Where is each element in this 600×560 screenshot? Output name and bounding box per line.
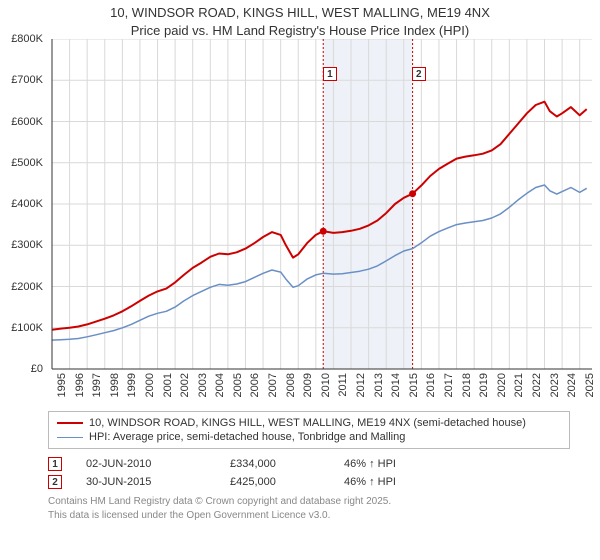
sale-marker-on-chart: 2 xyxy=(412,67,426,81)
legend-item: HPI: Average price, semi-detached house,… xyxy=(57,430,561,444)
x-tick-label: 1999 xyxy=(126,373,138,397)
title-line-1: 10, WINDSOR ROAD, KINGS HILL, WEST MALLI… xyxy=(0,4,600,22)
sale-point xyxy=(320,228,327,235)
sale-point xyxy=(409,190,416,197)
sale-hpi: 46% ↑ HPI xyxy=(344,458,434,470)
legend-swatch xyxy=(57,437,83,438)
y-tick-label: £500K xyxy=(11,157,43,169)
x-tick-label: 2008 xyxy=(285,373,297,397)
legend: 10, WINDSOR ROAD, KINGS HILL, WEST MALLI… xyxy=(48,411,570,449)
x-tick-label: 2021 xyxy=(513,373,525,397)
sale-price: £334,000 xyxy=(230,458,320,470)
x-tick-label: 2014 xyxy=(390,373,402,397)
x-tick-label: 2000 xyxy=(144,373,156,397)
x-tick-label: 1995 xyxy=(56,373,68,397)
x-tick-label: 2015 xyxy=(408,373,420,397)
x-tick-label: 2007 xyxy=(267,373,279,397)
footer-line-1: Contains HM Land Registry data © Crown c… xyxy=(48,495,600,509)
x-tick-label: 2002 xyxy=(179,373,191,397)
x-tick-label: 1998 xyxy=(109,373,121,397)
y-tick-label: £700K xyxy=(11,74,43,86)
sale-date: 30-JUN-2015 xyxy=(86,476,206,488)
sale-row: 2 30-JUN-2015 £425,000 46% ↑ HPI xyxy=(48,473,600,491)
chart-title: 10, WINDSOR ROAD, KINGS HILL, WEST MALLI… xyxy=(0,0,600,39)
legend-label: 10, WINDSOR ROAD, KINGS HILL, WEST MALLI… xyxy=(89,417,526,429)
x-tick-label: 2009 xyxy=(302,373,314,397)
title-line-2: Price paid vs. HM Land Registry's House … xyxy=(0,22,600,40)
x-tick-label: 2004 xyxy=(214,373,226,397)
x-tick-label: 2005 xyxy=(232,373,244,397)
sale-marker-on-chart: 1 xyxy=(323,67,337,81)
x-tick-label: 2003 xyxy=(197,373,209,397)
x-tick-label: 2019 xyxy=(478,373,490,397)
x-tick-label: 2017 xyxy=(443,373,455,397)
y-tick-label: £600K xyxy=(11,116,43,128)
x-tick-label: 2001 xyxy=(162,373,174,397)
sale-price: £425,000 xyxy=(230,476,320,488)
sale-hpi: 46% ↑ HPI xyxy=(344,476,434,488)
x-tick-label: 2016 xyxy=(425,373,437,397)
x-tick-label: 2022 xyxy=(531,373,543,397)
x-tick-label: 2006 xyxy=(249,373,261,397)
sale-row: 1 02-JUN-2010 £334,000 46% ↑ HPI xyxy=(48,455,600,473)
y-tick-label: £400K xyxy=(11,198,43,210)
x-tick-label: 2013 xyxy=(373,373,385,397)
y-tick-label: £200K xyxy=(11,281,43,293)
x-tick-label: 2025 xyxy=(584,373,596,397)
footer: Contains HM Land Registry data © Crown c… xyxy=(48,495,600,522)
chart-svg xyxy=(4,39,600,373)
chart-area: £0£100K£200K£300K£400K£500K£600K£700K£80… xyxy=(4,39,600,405)
y-tick-label: £0 xyxy=(31,363,43,375)
sales-table: 1 02-JUN-2010 £334,000 46% ↑ HPI 2 30-JUN-201… xyxy=(48,455,600,491)
y-tick-label: £800K xyxy=(11,33,43,45)
x-tick-label: 2024 xyxy=(566,373,578,397)
x-tick-label: 2012 xyxy=(355,373,367,397)
sale-date: 02-JUN-2010 xyxy=(86,458,206,470)
x-tick-label: 1997 xyxy=(91,373,103,397)
x-tick-label: 2018 xyxy=(461,373,473,397)
legend-item: 10, WINDSOR ROAD, KINGS HILL, WEST MALLI… xyxy=(57,416,561,430)
x-tick-label: 2010 xyxy=(320,373,332,397)
x-tick-label: 2011 xyxy=(337,373,349,397)
legend-label: HPI: Average price, semi-detached house,… xyxy=(89,431,405,443)
y-tick-label: £100K xyxy=(11,322,43,334)
legend-swatch xyxy=(57,422,83,424)
y-tick-label: £300K xyxy=(11,239,43,251)
sale-marker: 2 xyxy=(48,475,62,489)
x-tick-label: 1996 xyxy=(74,373,86,397)
sale-marker: 1 xyxy=(48,457,62,471)
x-tick-label: 2020 xyxy=(496,373,508,397)
footer-line-2: This data is licensed under the Open Gov… xyxy=(48,509,600,523)
x-tick-label: 2023 xyxy=(549,373,561,397)
